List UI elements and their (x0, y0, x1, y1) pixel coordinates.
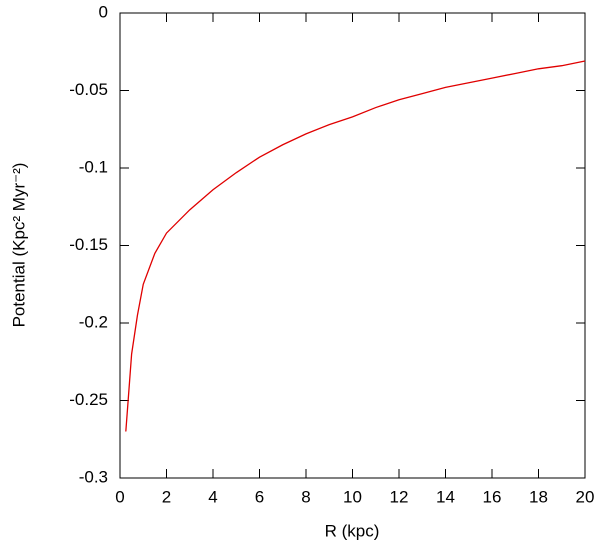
y-tick-label: -0.2 (79, 312, 108, 331)
y-tick-label: -0.05 (69, 80, 108, 99)
x-tick-label: 2 (162, 487, 171, 506)
y-tick-label: -0.3 (79, 467, 108, 486)
x-tick-label: 4 (208, 487, 217, 506)
x-tick-label: 16 (483, 487, 502, 506)
y-tick-label: -0.15 (69, 235, 108, 254)
data-line (125, 60, 586, 432)
x-tick-label: 18 (529, 487, 548, 506)
x-tick-label: 8 (301, 487, 310, 506)
x-tick-label: 12 (390, 487, 409, 506)
x-tick-label: 6 (255, 487, 264, 506)
x-axis-label: R (kpc) (325, 521, 380, 540)
y-tick-label: -0.25 (69, 390, 108, 409)
x-tick-label: 10 (343, 487, 362, 506)
y-tick-label: -0.1 (79, 157, 108, 176)
plot-frame (119, 12, 586, 479)
y-tick-label: 0 (99, 2, 108, 21)
x-tick-label: 14 (436, 487, 455, 506)
y-axis-label: Potential (Kpc² Myr⁻²) (9, 163, 28, 328)
x-tick-label: 0 (115, 487, 124, 506)
x-tick-label: 20 (576, 487, 595, 506)
